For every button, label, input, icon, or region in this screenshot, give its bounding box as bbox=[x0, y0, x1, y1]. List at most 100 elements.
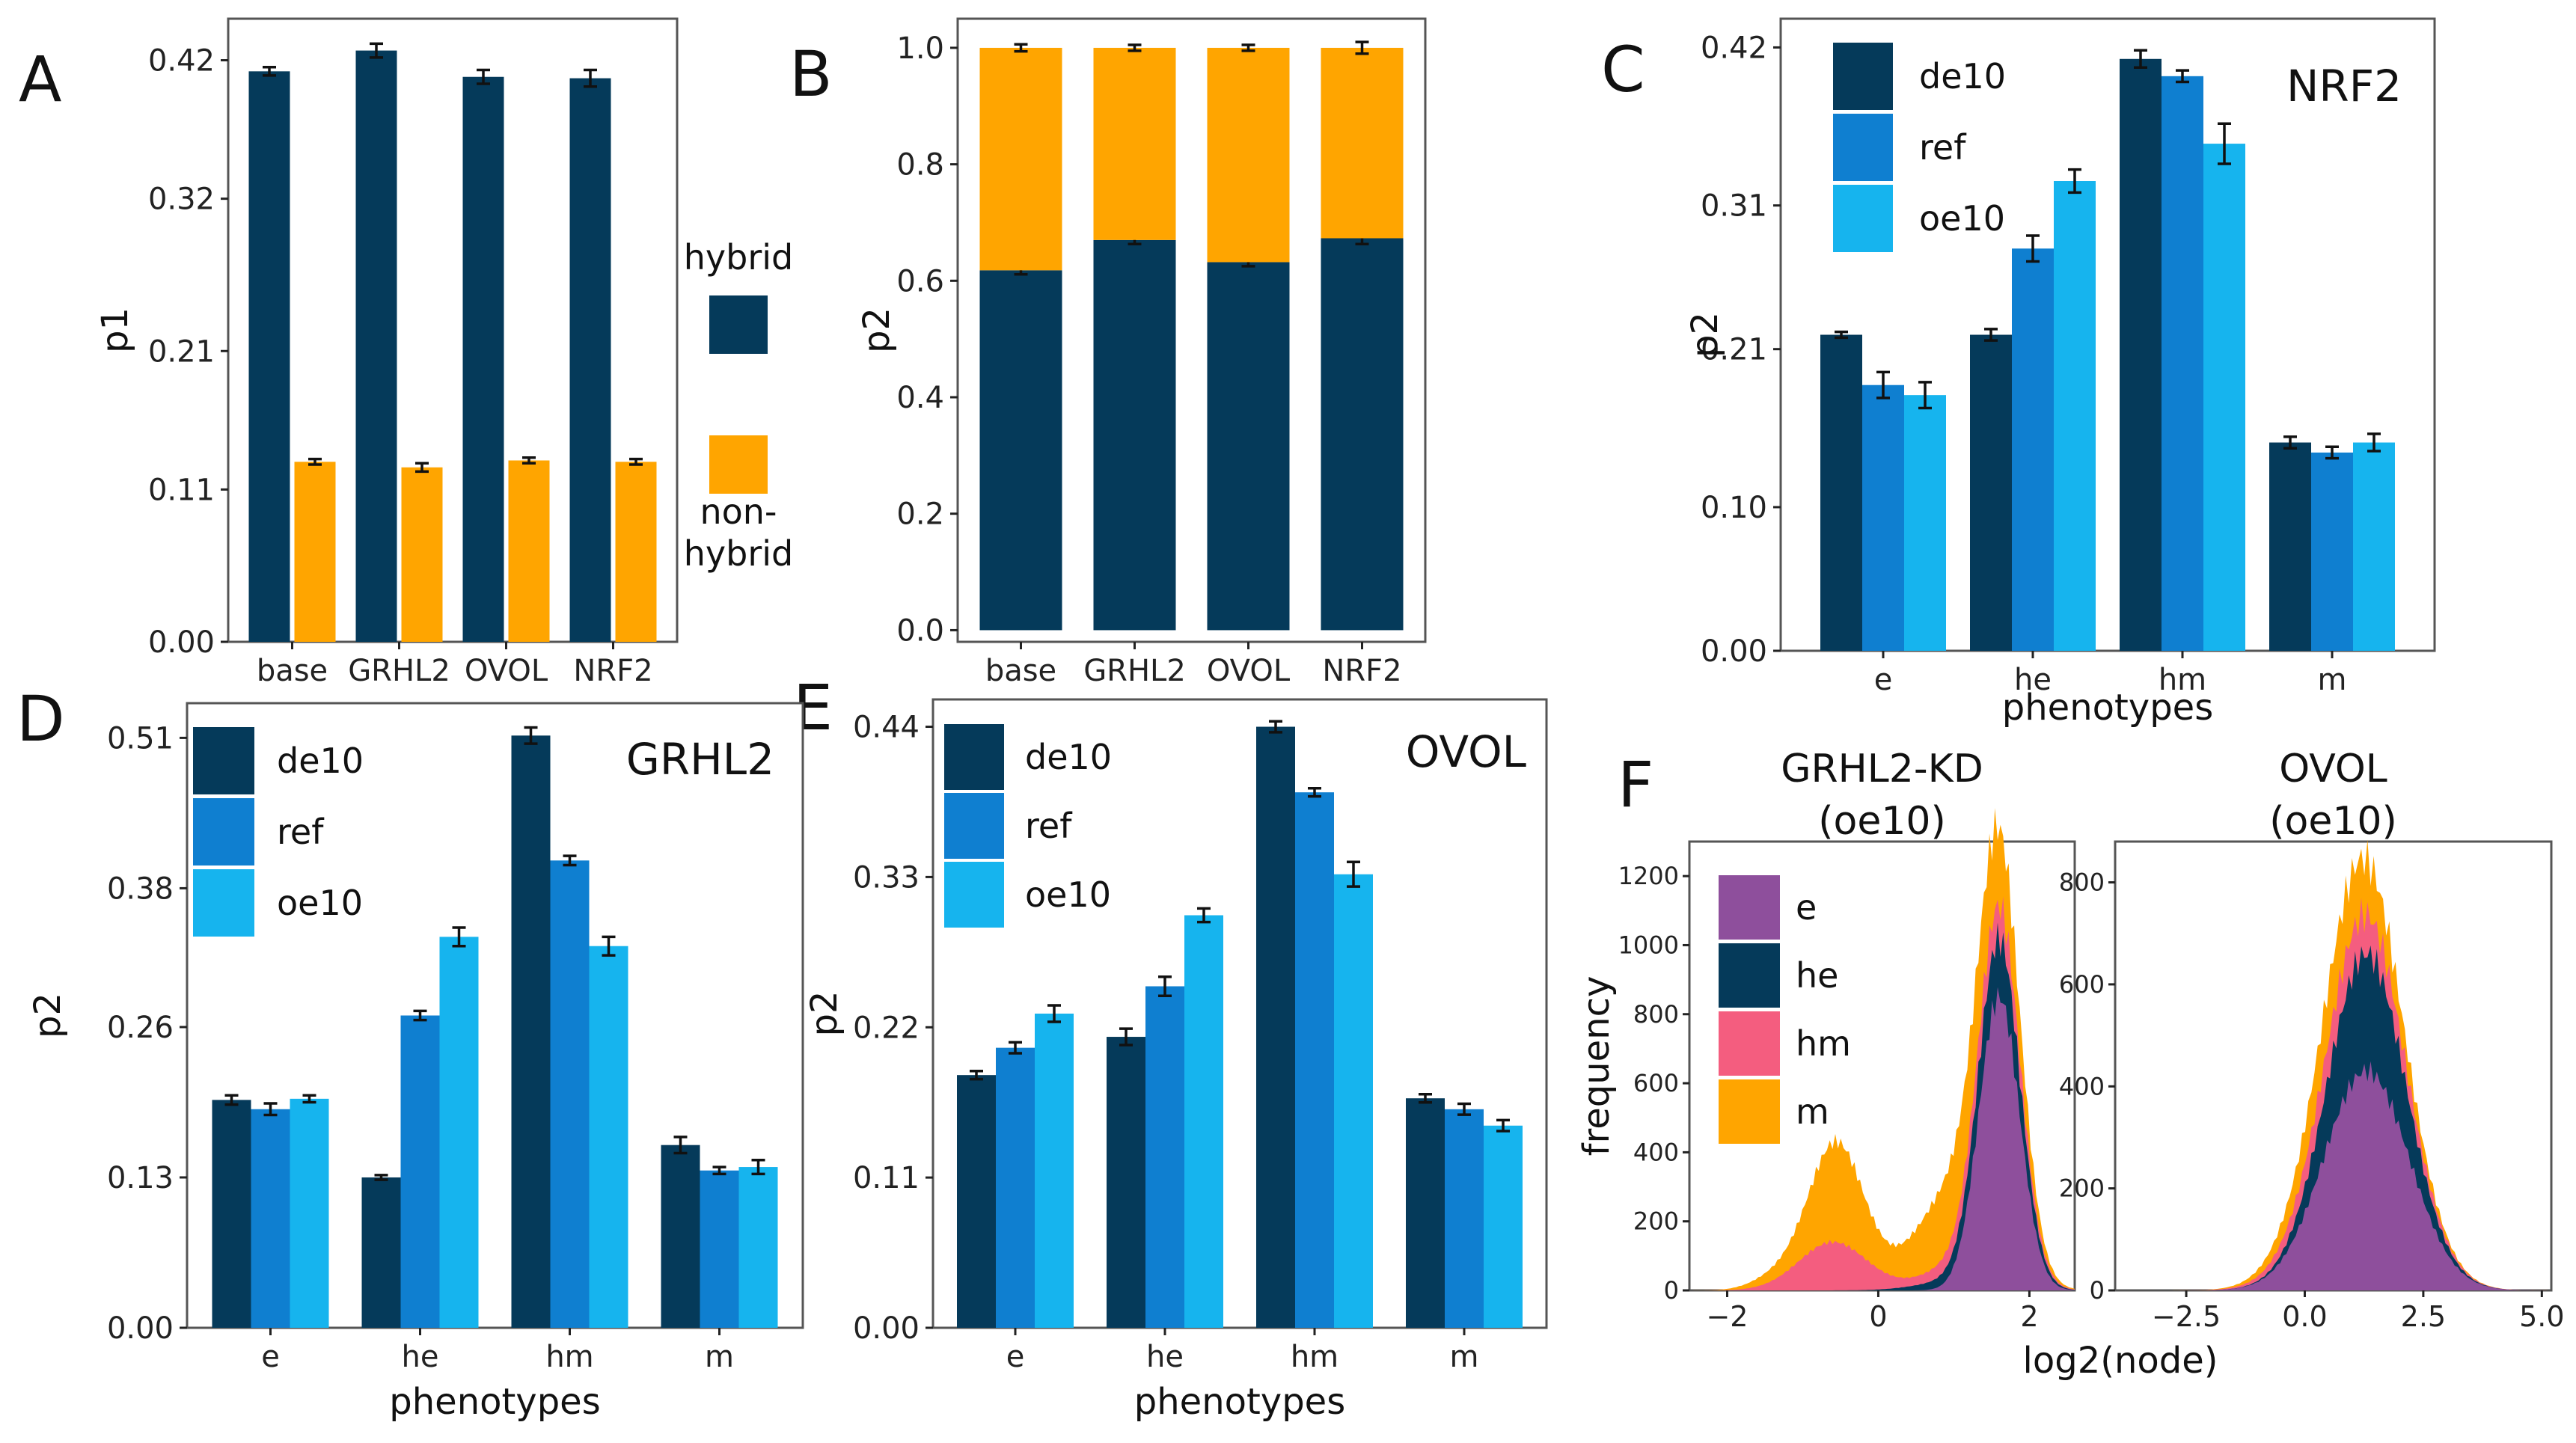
panel-f-legend-swatch-e bbox=[1719, 875, 1780, 940]
panel-e-bar-oe10-e bbox=[1035, 1014, 1074, 1328]
panel-e-xtick-label-m: m bbox=[1450, 1340, 1479, 1374]
panel-f2-xtick-label: −2.5 bbox=[2152, 1300, 2221, 1333]
panel-c-title: NRF2 bbox=[2286, 61, 2402, 111]
panel-d-ytick-label: 0.00 bbox=[107, 1311, 174, 1346]
panel-c-bar-ref-e bbox=[1862, 385, 1904, 651]
panel-b-ytick-label: 0.4 bbox=[896, 381, 944, 415]
panel-c-legend-swatch-oe10 bbox=[1833, 185, 1893, 252]
panel-c-bar-ref-m bbox=[2311, 452, 2353, 651]
panel-c-bar-de10-he bbox=[1970, 334, 2012, 651]
panel-f-y-axis-label: frequency bbox=[1576, 976, 1618, 1156]
panel-d-legend-swatch-ref bbox=[193, 798, 254, 866]
panel-f2-xtick-label: 2.5 bbox=[2401, 1300, 2446, 1333]
panel-d-legend-label-ref: ref bbox=[277, 812, 325, 852]
panel-a-xtick-label-nrf2: NRF2 bbox=[573, 654, 652, 688]
panel-d-bar-de10-e bbox=[212, 1100, 251, 1328]
panel-e-bar-de10-e bbox=[957, 1075, 996, 1328]
panel-a-ytick-label: 0.00 bbox=[148, 625, 215, 660]
panel-e-bar-oe10-hm bbox=[1334, 874, 1373, 1328]
panel-c-ytick-label: 0.42 bbox=[1701, 31, 1767, 65]
panel-b-ytick-label: 0.2 bbox=[896, 497, 944, 532]
panel-f2-ytick-label: 200 bbox=[2059, 1174, 2105, 1203]
panel-e-ytick-label: 0.00 bbox=[853, 1311, 920, 1346]
panel-c-bar-de10-m bbox=[2269, 442, 2311, 651]
panel-f-legend-label-he: he bbox=[1796, 955, 1838, 996]
panel-a-xtick-label-grhl2: GRHL2 bbox=[348, 654, 450, 688]
panel-a-bar-hybrid-ovol bbox=[462, 76, 504, 643]
panel-f1-hist-e bbox=[1689, 987, 2075, 1290]
panel-b-bar-hybrid-nrf2 bbox=[1321, 238, 1404, 631]
panel-c-legend-label-de10: de10 bbox=[1919, 56, 2006, 96]
panel-a-ytick-label: 0.32 bbox=[148, 183, 215, 217]
panel-c-bar-ref-hm bbox=[2162, 76, 2203, 652]
panel-b-y-axis-label: p2 bbox=[856, 307, 898, 353]
panel-e-legend-label-oe10: oe10 bbox=[1025, 874, 1111, 915]
panel-f-legend-label-e: e bbox=[1796, 887, 1817, 928]
panel-f2-ytick-label: 400 bbox=[2059, 1072, 2105, 1100]
panel-a-legend-label-hybrid: hybrid bbox=[684, 237, 793, 278]
panel-c-ytick-label: 0.21 bbox=[1701, 333, 1767, 367]
panel-e-bar-ref-e bbox=[996, 1047, 1035, 1328]
panel-c-bar-oe10-hm bbox=[2203, 144, 2245, 652]
panel-e-ytick-label: 0.33 bbox=[853, 860, 920, 895]
panel-a-legend-label-non-hybrid: non-hybrid bbox=[684, 491, 793, 574]
panel-a-legend-swatch-non-hybrid bbox=[709, 435, 768, 494]
panel-f-legend-swatch-m bbox=[1719, 1079, 1780, 1144]
panel-e-bar-de10-m bbox=[1406, 1098, 1445, 1328]
panel-e-bar-de10-he bbox=[1107, 1037, 1145, 1328]
panel-d-bar-oe10-hm bbox=[589, 946, 628, 1328]
panel-b-ytick-label: 0.8 bbox=[896, 148, 944, 183]
panel-b-stacked-bar-chart: 0.0 0.2 0.4 0.6 0.8 1.0 p2 base GRHL2 OVOL NRF2 bbox=[856, 17, 1427, 688]
panel-a-legend-label-line: hybrid bbox=[684, 533, 793, 574]
panel-d-bar-oe10-e bbox=[290, 1098, 329, 1328]
panel-d-legend-swatch-de10 bbox=[193, 727, 254, 794]
panel-a-bar-non-hybrid-ovol bbox=[508, 460, 550, 642]
panel-f1-ytick-label: 600 bbox=[1633, 1069, 1679, 1097]
panel-c-legend-label-oe10: oe10 bbox=[1919, 198, 2005, 239]
panel-d-xtick-label-e: e bbox=[261, 1340, 280, 1374]
panel-label-c: C bbox=[1601, 33, 1645, 106]
panel-a-xtick-label-base: base bbox=[257, 654, 328, 688]
panel-c-bar-de10-hm bbox=[2120, 58, 2162, 652]
panel-f1-xtick-label: 2 bbox=[2020, 1300, 2038, 1333]
panel-c-x-axis-label: phenotypes bbox=[2002, 687, 2213, 729]
panel-f2-ytick-label: 600 bbox=[2059, 970, 2105, 999]
panel-a-xtick-label-ovol: OVOL bbox=[465, 654, 548, 688]
panel-d-bar-ref-hm bbox=[550, 860, 590, 1328]
panel-e-bar-ref-m bbox=[1445, 1109, 1484, 1328]
panel-e-x-axis-label: phenotypes bbox=[1134, 1381, 1345, 1423]
panel-f1-xtick-label: −2 bbox=[1706, 1300, 1748, 1333]
panel-f1-ytick-label: 800 bbox=[1633, 1000, 1679, 1029]
panel-a-bar-non-hybrid-nrf2 bbox=[615, 462, 657, 642]
panel-f1-xtick-label: 0 bbox=[1869, 1300, 1887, 1333]
panel-d-legend-swatch-oe10 bbox=[193, 869, 254, 937]
panel-e-bar-de10-hm bbox=[1256, 726, 1295, 1328]
panel-c-bar-chart: 0.00 0.10 0.21 0.31 0.42 p2 phenotypes e he hm m de… bbox=[1684, 17, 2436, 729]
panel-a-bar-hybrid-nrf2 bbox=[569, 78, 611, 642]
panel-d-bar-oe10-he bbox=[439, 937, 479, 1328]
panel-b-bar-non-hybrid-ovol bbox=[1207, 47, 1290, 263]
panel-f1-title-line-2: (oe10) bbox=[1818, 799, 1946, 844]
panel-e-ytick-label: 0.44 bbox=[853, 711, 920, 745]
panel-f-x-axis-label: log2(node) bbox=[2023, 1340, 2218, 1382]
panel-e-legend-swatch-oe10 bbox=[944, 862, 1004, 928]
panel-b-ytick-label: 1.0 bbox=[896, 31, 944, 66]
panel-a-ytick-label: 0.21 bbox=[148, 334, 215, 369]
panel-e-ytick-label: 0.22 bbox=[853, 1011, 920, 1045]
panel-e-legend-swatch-de10 bbox=[944, 724, 1004, 790]
panel-d-bar-de10-he bbox=[361, 1177, 401, 1328]
panel-c-bar-de10-e bbox=[1820, 334, 1862, 651]
panel-f-legend-swatch-he bbox=[1719, 943, 1780, 1008]
panel-a-legend-swatch-hybrid bbox=[709, 295, 768, 354]
panel-d-bar-de10-hm bbox=[511, 735, 551, 1328]
panel-f-legend-label-hm: hm bbox=[1796, 1023, 1851, 1064]
panel-b-xtick-label-grhl2: GRHL2 bbox=[1083, 654, 1186, 688]
panel-d-bar-oe10-m bbox=[738, 1167, 778, 1328]
panel-b-ytick-label: 0.6 bbox=[896, 264, 944, 298]
panel-a-ytick-label: 0.42 bbox=[148, 44, 215, 79]
panel-label-d: D bbox=[16, 682, 65, 756]
panel-b-xtick-label-ovol: OVOL bbox=[1207, 654, 1291, 688]
panel-label-b: B bbox=[789, 37, 833, 111]
panel-a-bar-hybrid-grhl2 bbox=[355, 50, 397, 642]
